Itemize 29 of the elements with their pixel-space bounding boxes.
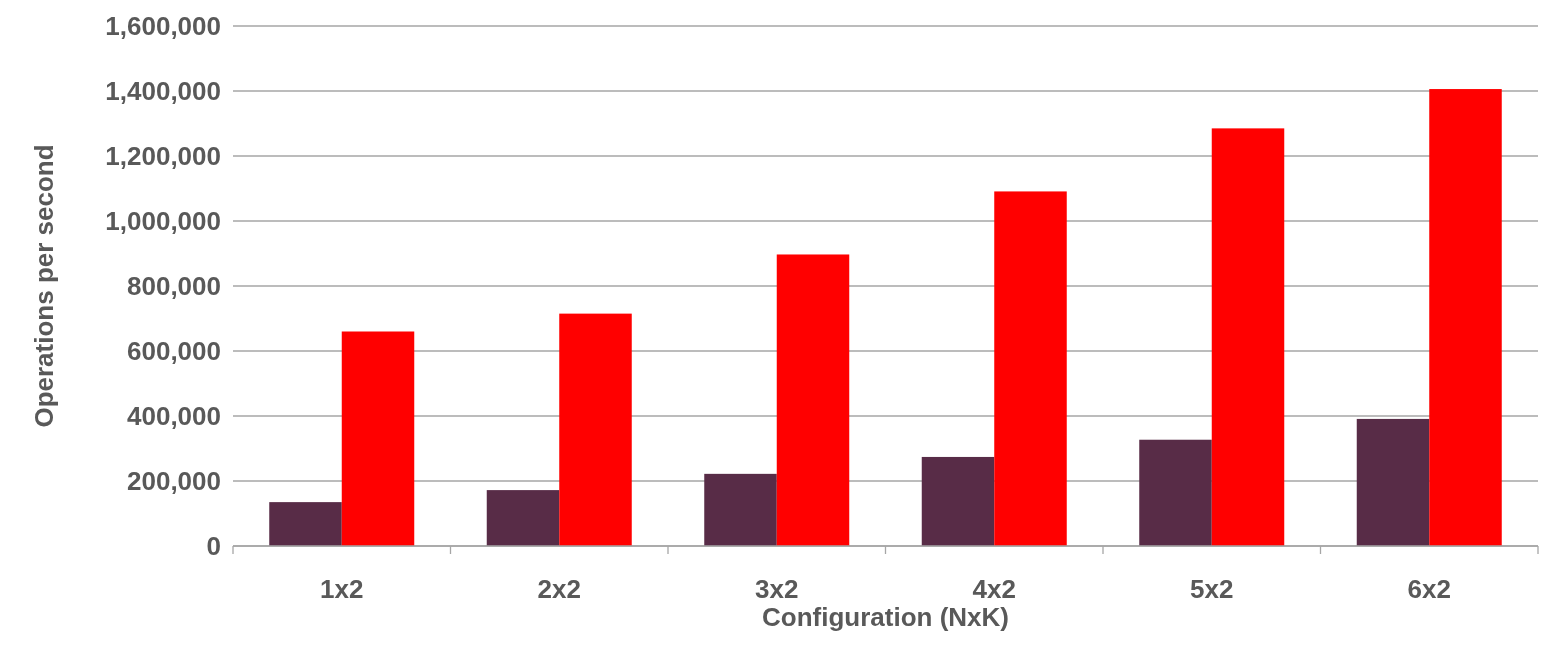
bar xyxy=(486,490,560,546)
y-tick-label: 800,000 xyxy=(127,271,221,302)
bar xyxy=(1356,418,1430,546)
x-tick-label: 3x2 xyxy=(755,574,799,604)
y-tick-label: 1,600,000 xyxy=(105,11,221,42)
x-tick-label: 6x2 xyxy=(1407,574,1451,604)
y-axis-title: Operations per second xyxy=(29,144,59,428)
y-tick-label: 0 xyxy=(206,531,221,562)
bar xyxy=(994,191,1067,546)
bar xyxy=(921,456,995,546)
x-tick-label: 2x2 xyxy=(537,574,581,604)
bar xyxy=(1211,128,1285,546)
y-tick-label: 400,000 xyxy=(127,401,221,432)
x-tick-label: 5x2 xyxy=(1190,574,1234,604)
y-tick-label: 1,400,000 xyxy=(105,76,221,107)
y-tick-label: 200,000 xyxy=(127,466,221,497)
bar xyxy=(704,473,777,546)
bar xyxy=(1429,89,1502,546)
bar xyxy=(776,254,850,546)
x-tick-label: 4x2 xyxy=(972,574,1016,604)
bar xyxy=(269,502,342,546)
bar xyxy=(559,313,632,546)
y-tick-label: 600,000 xyxy=(127,336,221,367)
bar xyxy=(1139,439,1212,546)
x-axis-title: Configuration (NxK) xyxy=(762,602,1009,632)
x-tick-label: 1x2 xyxy=(320,574,364,604)
y-tick-label: 1,000,000 xyxy=(105,206,221,237)
y-tick-label: 1,200,000 xyxy=(105,141,221,172)
bar xyxy=(341,331,415,546)
